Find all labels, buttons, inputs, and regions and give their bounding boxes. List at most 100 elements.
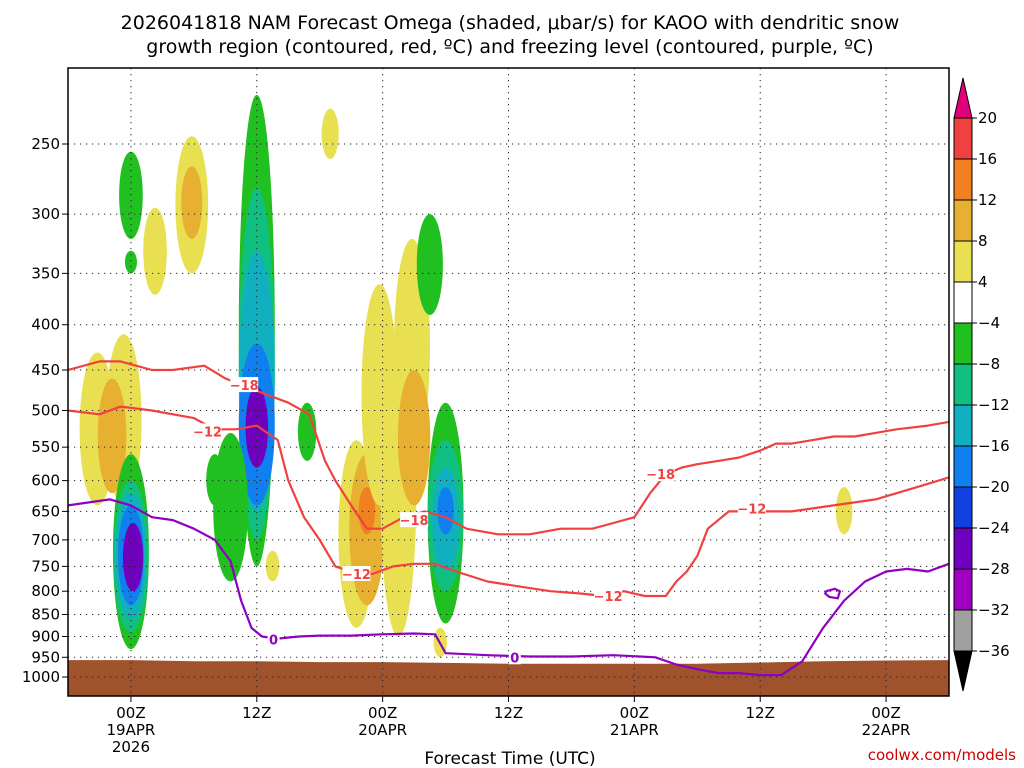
colorbar-label: 8 xyxy=(978,232,988,250)
x-tick-label: 12Z xyxy=(494,704,523,722)
chart-title: 2026041818 NAM Forecast Omega (shaded, μ… xyxy=(121,12,900,58)
x-tick-label: 00Z xyxy=(620,704,649,722)
omega-cell xyxy=(321,108,339,160)
colorbar-box xyxy=(953,281,973,324)
colorbar-label: 12 xyxy=(978,191,997,209)
x-tick-label: 22APR xyxy=(862,721,911,739)
colorbar-box xyxy=(953,404,973,447)
y-tick-label-1000: 1000 xyxy=(22,668,60,686)
contour-label-bg xyxy=(646,466,675,482)
omega-cell xyxy=(416,214,443,315)
y-tick-label-700: 700 xyxy=(31,531,60,549)
x-axis-title: Forecast Time (UTC) xyxy=(424,749,595,768)
y-tick-label-900: 900 xyxy=(31,627,60,645)
colorbar-box xyxy=(953,199,973,242)
contour-label-bg xyxy=(737,500,766,516)
omega-cell xyxy=(213,432,248,582)
x-tick-label: 00Z xyxy=(116,704,145,722)
omega-cell xyxy=(297,402,317,461)
surface-fill xyxy=(68,660,949,696)
label-dgz-bot-right: −12 xyxy=(594,590,623,605)
y-tick-label-450: 450 xyxy=(31,361,60,379)
label-frz-mid: 0 xyxy=(510,651,519,666)
title-line-1: 2026041818 NAM Forecast Omega (shaded, μ… xyxy=(121,12,900,34)
colorbar-label: −16 xyxy=(978,437,1010,455)
y-tick-label-950: 950 xyxy=(31,648,60,666)
contour-label-bg xyxy=(267,631,280,647)
x-tick-label: 12Z xyxy=(746,704,775,722)
label-dgz-top-left: −18 xyxy=(230,379,259,394)
omega-cell xyxy=(181,166,203,239)
x-tick-label: 21APR xyxy=(610,721,659,739)
colorbar-label: 4 xyxy=(978,273,988,291)
contour-label-bg xyxy=(400,512,429,528)
colorbar-box xyxy=(953,445,973,488)
plot-area xyxy=(68,68,949,696)
contour-label-bg xyxy=(342,566,371,582)
y-axis-pressure: 250 300 350 400 450 500 550 600 650 700 750 800 850 9… xyxy=(22,135,68,686)
contour-dgz-bot-12 xyxy=(68,405,949,598)
omega-cell xyxy=(835,486,853,535)
omega-shading xyxy=(79,94,853,658)
colorbar-box xyxy=(953,240,973,283)
omega-cell xyxy=(245,386,269,468)
omega-cell xyxy=(397,369,431,506)
x-tick-label: 00Z xyxy=(368,704,397,722)
omega-cell xyxy=(119,151,143,239)
y-tick-label-650: 650 xyxy=(31,502,60,520)
label-frz-left: 0 xyxy=(269,633,278,648)
omega-cell xyxy=(122,523,144,592)
terrain-surface xyxy=(68,660,949,696)
omega-cell xyxy=(437,486,454,535)
omega-cell xyxy=(206,454,224,506)
y-tick-label-300: 300 xyxy=(31,205,60,223)
colorbar-box xyxy=(953,486,973,529)
y-tick-label-250: 250 xyxy=(31,135,60,153)
colorbar-label: −20 xyxy=(978,478,1010,496)
y-tick-label-600: 600 xyxy=(31,472,60,490)
x-tick-label: 2026 xyxy=(112,738,150,756)
y-tick-label-550: 550 xyxy=(31,438,60,456)
title-line-2: growth region (contoured, red, ºC) and f… xyxy=(146,36,873,58)
x-tick-label: 12Z xyxy=(242,704,271,722)
x-tick-label: 20APR xyxy=(358,721,407,739)
y-tick-label-850: 850 xyxy=(31,606,60,624)
colorbar-label: 20 xyxy=(978,109,997,127)
colorbar-top-arrow xyxy=(953,77,973,119)
contour-freezing-ring xyxy=(823,587,842,600)
y-tick-label-500: 500 xyxy=(31,402,60,420)
y-tick-label-800: 800 xyxy=(31,582,60,600)
label-dgz-top-mid: −18 xyxy=(400,514,429,529)
y-tick-label-350: 350 xyxy=(31,264,60,282)
colorbar-label: −28 xyxy=(978,560,1010,578)
contour-label-bg xyxy=(230,377,259,393)
contour-label-bg xyxy=(193,423,222,439)
colorbar-label: −32 xyxy=(978,601,1010,619)
x-tick-label: 19APR xyxy=(107,721,156,739)
omega-cell xyxy=(143,207,167,295)
omega-cell xyxy=(124,250,137,274)
colorbar-bottom-arrow xyxy=(953,650,973,692)
colorbar-box xyxy=(953,568,973,611)
colorbar-label: −24 xyxy=(978,519,1010,537)
colorbar-label: −8 xyxy=(978,355,1000,373)
colorbar-box xyxy=(953,158,973,201)
contour-label-bg xyxy=(508,649,521,665)
label-dgz-bot-far: −12 xyxy=(737,502,766,517)
contour-label-bg xyxy=(594,587,623,603)
contour-labels: −18 −12 −18 −12 −12 −18 −12 0 0 xyxy=(193,377,766,666)
label-dgz-bot-mid: −12 xyxy=(342,568,371,583)
colorbar-box xyxy=(953,322,973,365)
colorbar-label: −36 xyxy=(978,642,1010,660)
colorbar-label: 16 xyxy=(978,150,997,168)
label-dgz-top-right: −18 xyxy=(646,468,675,483)
contour-freezing-level-0 xyxy=(68,498,949,677)
colorbar-label: −12 xyxy=(978,396,1010,414)
plot-background xyxy=(68,68,949,696)
site-watermark: coolwx.com/models xyxy=(868,746,1016,764)
colorbar-box xyxy=(953,609,973,652)
label-dgz-bot-left: −12 xyxy=(193,425,222,440)
colorbar-label: −4 xyxy=(978,314,1000,332)
